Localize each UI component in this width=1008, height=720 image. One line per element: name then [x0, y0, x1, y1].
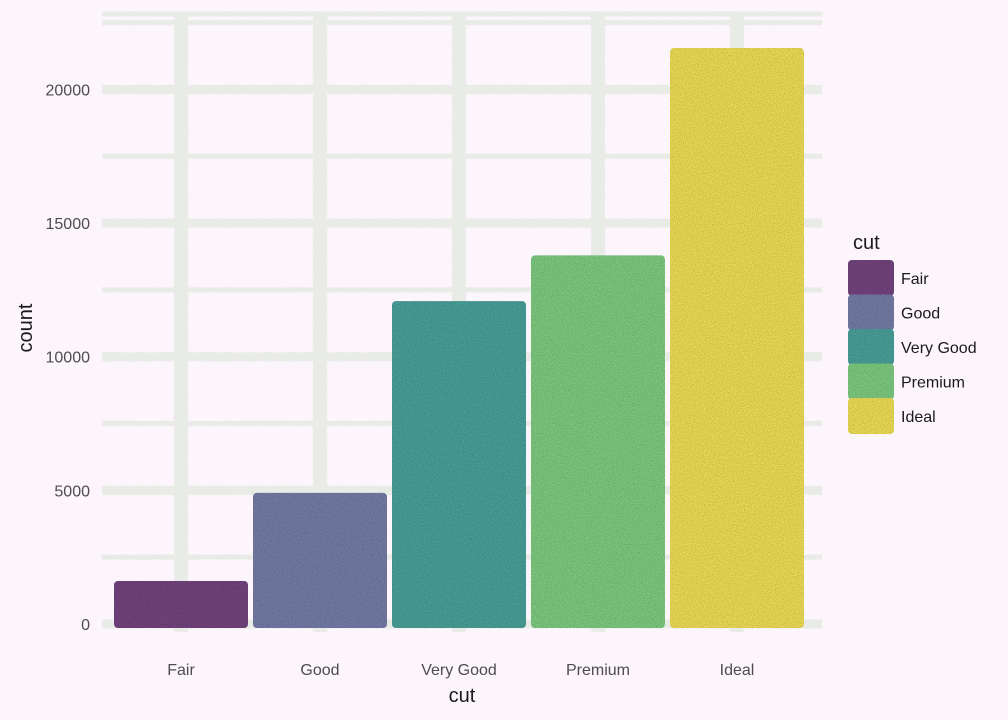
y-axis-title: count: [15, 303, 37, 352]
x-tick-label: Premium: [566, 662, 630, 679]
axis-titles: cut count: [15, 303, 476, 707]
y-tick-label: 0: [81, 617, 90, 634]
y-tick-label: 15000: [46, 216, 91, 233]
bar-ideal: [670, 48, 804, 629]
y-tick-label: 20000: [46, 82, 91, 99]
bar-fair: [114, 580, 248, 628]
legend-label: Ideal: [901, 409, 936, 426]
x-tick-label: Good: [300, 662, 339, 679]
legend-label: Very Good: [901, 340, 977, 357]
bars: [114, 48, 804, 629]
legend-key-fair: [848, 260, 894, 296]
x-tick-label: Fair: [167, 662, 195, 679]
bar-premium: [531, 255, 665, 628]
legend-key-ideal: [848, 398, 894, 434]
x-tick-label: Very Good: [421, 662, 497, 679]
legend-key-good: [848, 294, 894, 331]
legend-key-premium: [848, 363, 894, 400]
x-axis: Fair Good Very Good Premium Ideal: [167, 662, 754, 679]
legend-key-very-good: [848, 329, 894, 365]
y-tick-label: 5000: [54, 483, 90, 500]
y-tick-label: 10000: [46, 350, 91, 367]
legend-title: cut: [853, 232, 880, 254]
legend-label: Fair: [901, 271, 929, 288]
x-tick-label: Ideal: [720, 662, 755, 679]
bar-very-good: [392, 301, 526, 628]
legend: cut Fair Good Very Good Premium Ideal: [848, 232, 977, 434]
legend-label: Good: [901, 306, 940, 323]
bar-good: [253, 492, 387, 628]
legend-label: Premium: [901, 375, 965, 392]
x-axis-title: cut: [449, 685, 476, 707]
y-axis: 0 5000 10000 15000 20000: [46, 82, 91, 634]
